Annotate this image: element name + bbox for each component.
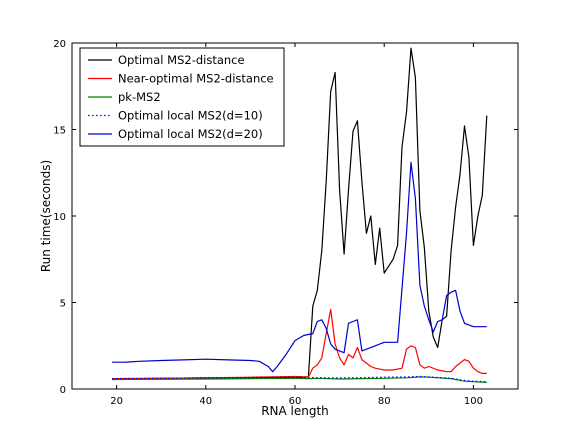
x-axis-label: RNA length: [261, 404, 329, 418]
y-axis-label: Run time(seconds): [39, 160, 53, 272]
legend-label-5: Optimal local MS2(d=20): [118, 127, 263, 141]
legend-box: [79, 47, 285, 147]
y-tick-label: 20: [53, 39, 66, 50]
x-tick-label: 80: [378, 396, 391, 407]
x-tick-label: 40: [199, 396, 212, 407]
legend-label-2: Near-optimal MS2-distance: [118, 72, 274, 86]
x-tick-label: 20: [110, 396, 123, 407]
series-line-4: [112, 375, 487, 383]
y-tick-label: 15: [53, 126, 66, 137]
legend-label-4: Optimal local MS2(d=10): [118, 109, 263, 123]
series-line-1: [112, 47, 488, 381]
y-tick-label: 0: [60, 385, 66, 396]
series-line-2: [112, 308, 487, 380]
x-tick-label: 100: [464, 396, 483, 407]
legend-label-3: pk-MS2: [118, 90, 161, 104]
x-tick-label: 60: [289, 396, 302, 407]
series-layer: [112, 47, 488, 383]
legend-label-1: Optimal MS2-distance: [118, 53, 245, 67]
series-line-3: [112, 376, 487, 383]
y-tick-label: 10: [53, 212, 66, 223]
axes-layer: 20 40 60 80 100 0 5 10 15 20: [53, 39, 519, 407]
legend: Optimal MS2-distance Near-optimal MS2-dis…: [79, 47, 285, 147]
y-tick-label: 5: [60, 299, 66, 310]
series-line-5: [112, 161, 487, 373]
